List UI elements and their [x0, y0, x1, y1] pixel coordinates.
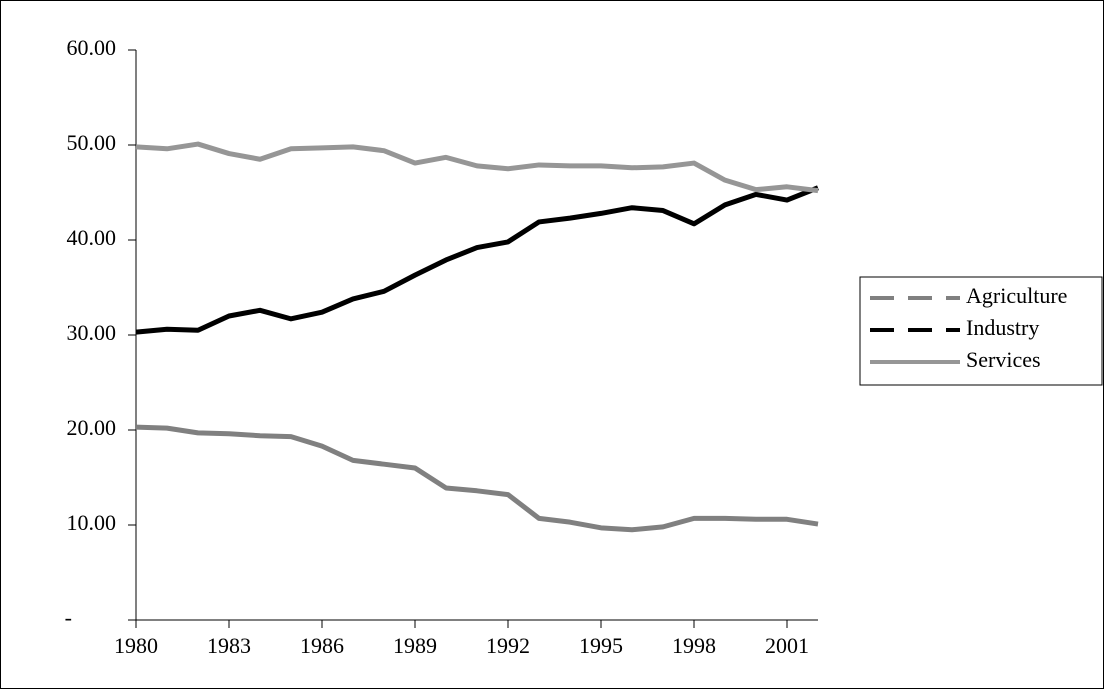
legend-box — [859, 276, 1103, 386]
y-tick-label: 40.00 — [67, 225, 117, 250]
x-tick-label: 1992 — [486, 633, 530, 658]
series-line — [135, 141, 819, 194]
y-tick-label: 50.00 — [67, 130, 117, 155]
x-tick-label: 1989 — [393, 633, 437, 658]
y-tick-label: 20.00 — [67, 415, 117, 440]
y-tick-label: 10.00 — [67, 510, 117, 535]
x-tick-label: 1986 — [300, 633, 344, 658]
y-tick-label: - — [65, 605, 72, 630]
x-tick-label: 1998 — [672, 633, 716, 658]
y-tick-label: 30.00 — [67, 320, 117, 345]
legend-label: Services — [966, 347, 1041, 372]
x-tick-label: 1983 — [207, 633, 251, 658]
series-line — [135, 424, 819, 533]
y-tick-label: 60.00 — [67, 35, 117, 60]
x-tick-label: 1995 — [579, 633, 623, 658]
x-tick-label: 2001 — [765, 633, 809, 658]
x-tick-label: 1980 — [114, 633, 158, 658]
legend-label: Agriculture — [966, 283, 1067, 308]
series-line — [135, 185, 819, 335]
legend-label: Industry — [966, 315, 1039, 340]
